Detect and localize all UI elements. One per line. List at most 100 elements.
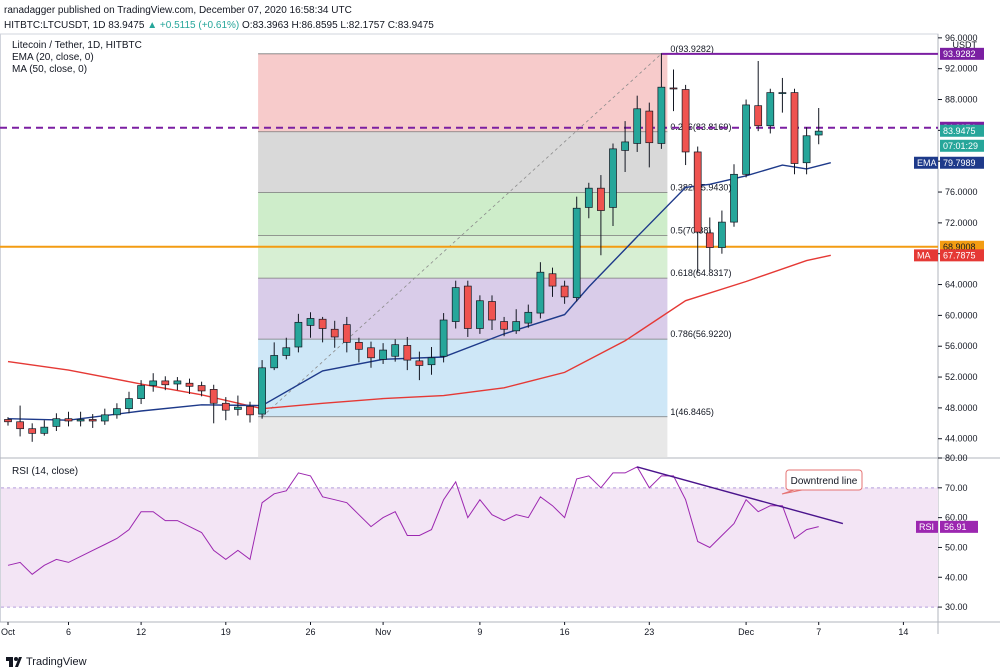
rsi-line [7, 466, 819, 575]
downtrend-callout-label: Downtrend line [791, 476, 858, 487]
fib-level-label: 0(93.9282) [670, 44, 714, 54]
fib-level-label: 1(46.8465) [670, 407, 714, 417]
ema20-line [7, 162, 831, 421]
candle-down [221, 402, 230, 411]
candle-up [76, 419, 85, 422]
time-tick-label: 12 [136, 627, 146, 637]
up-arrow-icon: ▲ [147, 20, 158, 31]
tradingview-footer[interactable]: TradingView [6, 656, 87, 668]
time-tick-label: Nov [375, 627, 392, 637]
candle-down [355, 342, 363, 350]
candle-up [427, 357, 436, 366]
price-tick-label: 44.0000 [945, 434, 978, 444]
rsi-value-tag [940, 520, 978, 533]
price-tag-text: 68.9008 [943, 242, 976, 252]
publisher-line: ranadagger published on TradingView.com,… [4, 5, 352, 16]
candle-up [270, 355, 279, 369]
symbol-line: HITBTC:LTCUSDT, 1D 83.9475 ▲ +0.5115 (+0… [4, 18, 434, 33]
candle-up [234, 406, 242, 410]
rsi-value-text: 56.91 [944, 522, 967, 532]
candle-up [137, 385, 145, 399]
downtrend-callout-box [785, 469, 863, 491]
candle-up [730, 173, 738, 223]
price-tick-label: 52.0000 [945, 372, 978, 382]
candle-down [367, 347, 375, 359]
candle-down [681, 89, 690, 153]
candle-down [330, 328, 339, 338]
price-legend-item: Litecoin / Tether, 1D, HITBTC [12, 40, 142, 51]
time-tick-label: 7 [816, 627, 821, 637]
candle-up [149, 380, 158, 386]
price-legend-item: EMA (20, close, 0) [12, 52, 94, 63]
tradingview-brand: TradingView [26, 656, 87, 668]
ma50-line [7, 254, 831, 410]
tradingview-logo-icon [6, 657, 22, 667]
candle-down [28, 428, 37, 434]
candle-up [633, 108, 642, 144]
candle-up [609, 148, 617, 208]
symbol-label: HITBTC:LTCUSDT, 1D [4, 20, 106, 31]
time-tick-label: 23 [644, 627, 654, 637]
price-tag [940, 47, 984, 60]
price-tick-label: 56.0000 [945, 341, 978, 351]
candle-down [185, 382, 194, 387]
candle-down [754, 105, 763, 127]
price-tag [940, 139, 984, 152]
candle-up [173, 380, 182, 385]
fib-zone-0 [258, 53, 668, 132]
candle-down [669, 87, 678, 90]
candle-down [209, 389, 218, 404]
price-tag-text: 93.9282 [943, 49, 976, 59]
price-tick-label: 96.0000 [945, 33, 978, 43]
candle-up [814, 130, 823, 136]
candle-down [693, 151, 702, 233]
price-tick-label: 60.0000 [945, 310, 978, 320]
candle-down [500, 321, 508, 330]
price-tick-label: 92.0000 [945, 64, 978, 74]
indicator-name-text: MA [917, 250, 931, 260]
candle-down [705, 232, 714, 248]
candle-up [125, 398, 133, 410]
fib-level-label: 0.618(64.8317) [670, 268, 731, 278]
candle-up [258, 367, 266, 415]
candle-down [645, 110, 654, 144]
candle-up [572, 207, 581, 299]
candle-down [197, 385, 206, 392]
price-tag-text: 83.9475 [943, 126, 976, 136]
price-tag-text: 07:01:29 [943, 141, 978, 151]
price-tick-label: 88.0000 [945, 95, 978, 105]
candle-down [560, 285, 569, 298]
candle-up [52, 418, 61, 427]
candle-up [766, 92, 775, 127]
candle-down [16, 421, 24, 430]
price-tag [940, 249, 984, 262]
candle-down [790, 92, 799, 164]
candle-down [342, 324, 351, 343]
candle-up [451, 287, 460, 322]
time-tick-label: 26 [305, 627, 315, 637]
candle-down [64, 418, 73, 422]
rsi-legend: RSI (14, close) [12, 466, 78, 477]
candle-up [512, 321, 521, 332]
fib-zone-6 [258, 416, 668, 458]
rsi-name-tag [916, 520, 938, 533]
price-tag [940, 124, 984, 137]
price-tick-label: 72.0000 [945, 218, 978, 228]
ohlc-values: O:83.3963 H:86.8595 L:82.1757 C:83.9475 [242, 20, 434, 31]
candle-down [88, 419, 97, 422]
price-tag-text: 67.7875 [943, 250, 976, 260]
candle-up [439, 319, 448, 357]
chart-header: ranadagger published on TradingView.com,… [4, 3, 434, 33]
candle-up [391, 344, 400, 357]
candle-up [379, 349, 387, 360]
candle-down [246, 405, 254, 416]
currency-label: USDT [953, 40, 978, 50]
candle-down [161, 380, 170, 386]
rsi-tick-label: 30.00 [945, 602, 968, 612]
candle-up [621, 141, 629, 151]
candle-up [282, 347, 291, 356]
rsi-tick-label: 70.00 [945, 483, 968, 493]
candle-down [463, 285, 472, 329]
indicator-name-tag [914, 249, 938, 262]
